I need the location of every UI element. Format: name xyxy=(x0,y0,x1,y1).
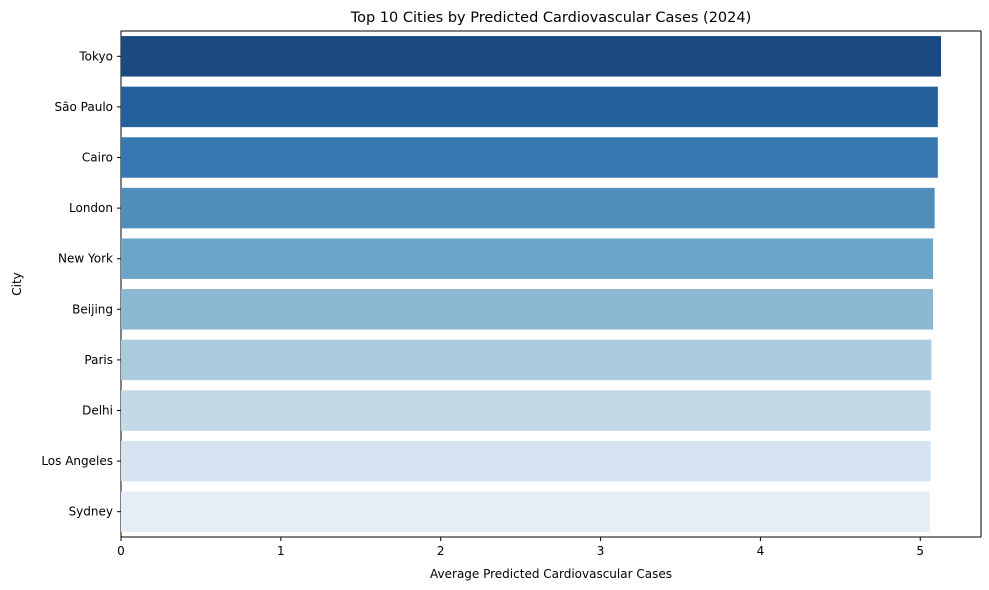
y-tick-label: São Paulo xyxy=(55,100,113,114)
y-tick-label: New York xyxy=(58,252,113,266)
bar-new-york xyxy=(121,238,934,279)
chart-title: Top 10 Cities by Predicted Cardiovascula… xyxy=(350,10,752,26)
y-tick-label: Los Angeles xyxy=(41,454,113,468)
bars-group xyxy=(121,36,942,532)
y-tick-label: Cairo xyxy=(82,151,113,165)
bar-sydney xyxy=(121,491,930,532)
x-axis-label: Average Predicted Cardiovascular Cases xyxy=(430,567,672,581)
x-tick-label: 2 xyxy=(437,544,445,558)
y-tick-label: Tokyo xyxy=(78,49,113,63)
bar-los-angeles xyxy=(121,440,931,482)
y-tick-label: London xyxy=(69,201,113,215)
x-tick-label: 4 xyxy=(757,544,765,558)
bar-cairo xyxy=(121,137,938,178)
y-tick-label: Paris xyxy=(84,353,113,367)
plot-frame xyxy=(120,30,982,538)
y-tick-label: Delhi xyxy=(82,404,113,418)
bar-paris xyxy=(121,339,932,381)
bar-beijing xyxy=(121,289,934,330)
y-tick-label: Sydney xyxy=(69,505,113,519)
bar-tokyo xyxy=(121,36,942,77)
y-axis-label: City xyxy=(10,272,24,296)
x-tick-label: 1 xyxy=(277,544,285,558)
x-tick-label: 5 xyxy=(916,544,924,558)
bar-delhi xyxy=(121,390,931,431)
x-tick-label: 0 xyxy=(117,544,125,558)
x-axis: 0 1 2 3 4 5 xyxy=(117,537,924,558)
x-tick-label: 3 xyxy=(597,544,605,558)
y-axis: Tokyo São Paulo Cairo London New York Beijing… xyxy=(41,49,121,519)
bar-london xyxy=(121,187,935,229)
y-tick-label: Beijing xyxy=(72,302,113,316)
bar-s-o-paulo xyxy=(121,86,938,128)
